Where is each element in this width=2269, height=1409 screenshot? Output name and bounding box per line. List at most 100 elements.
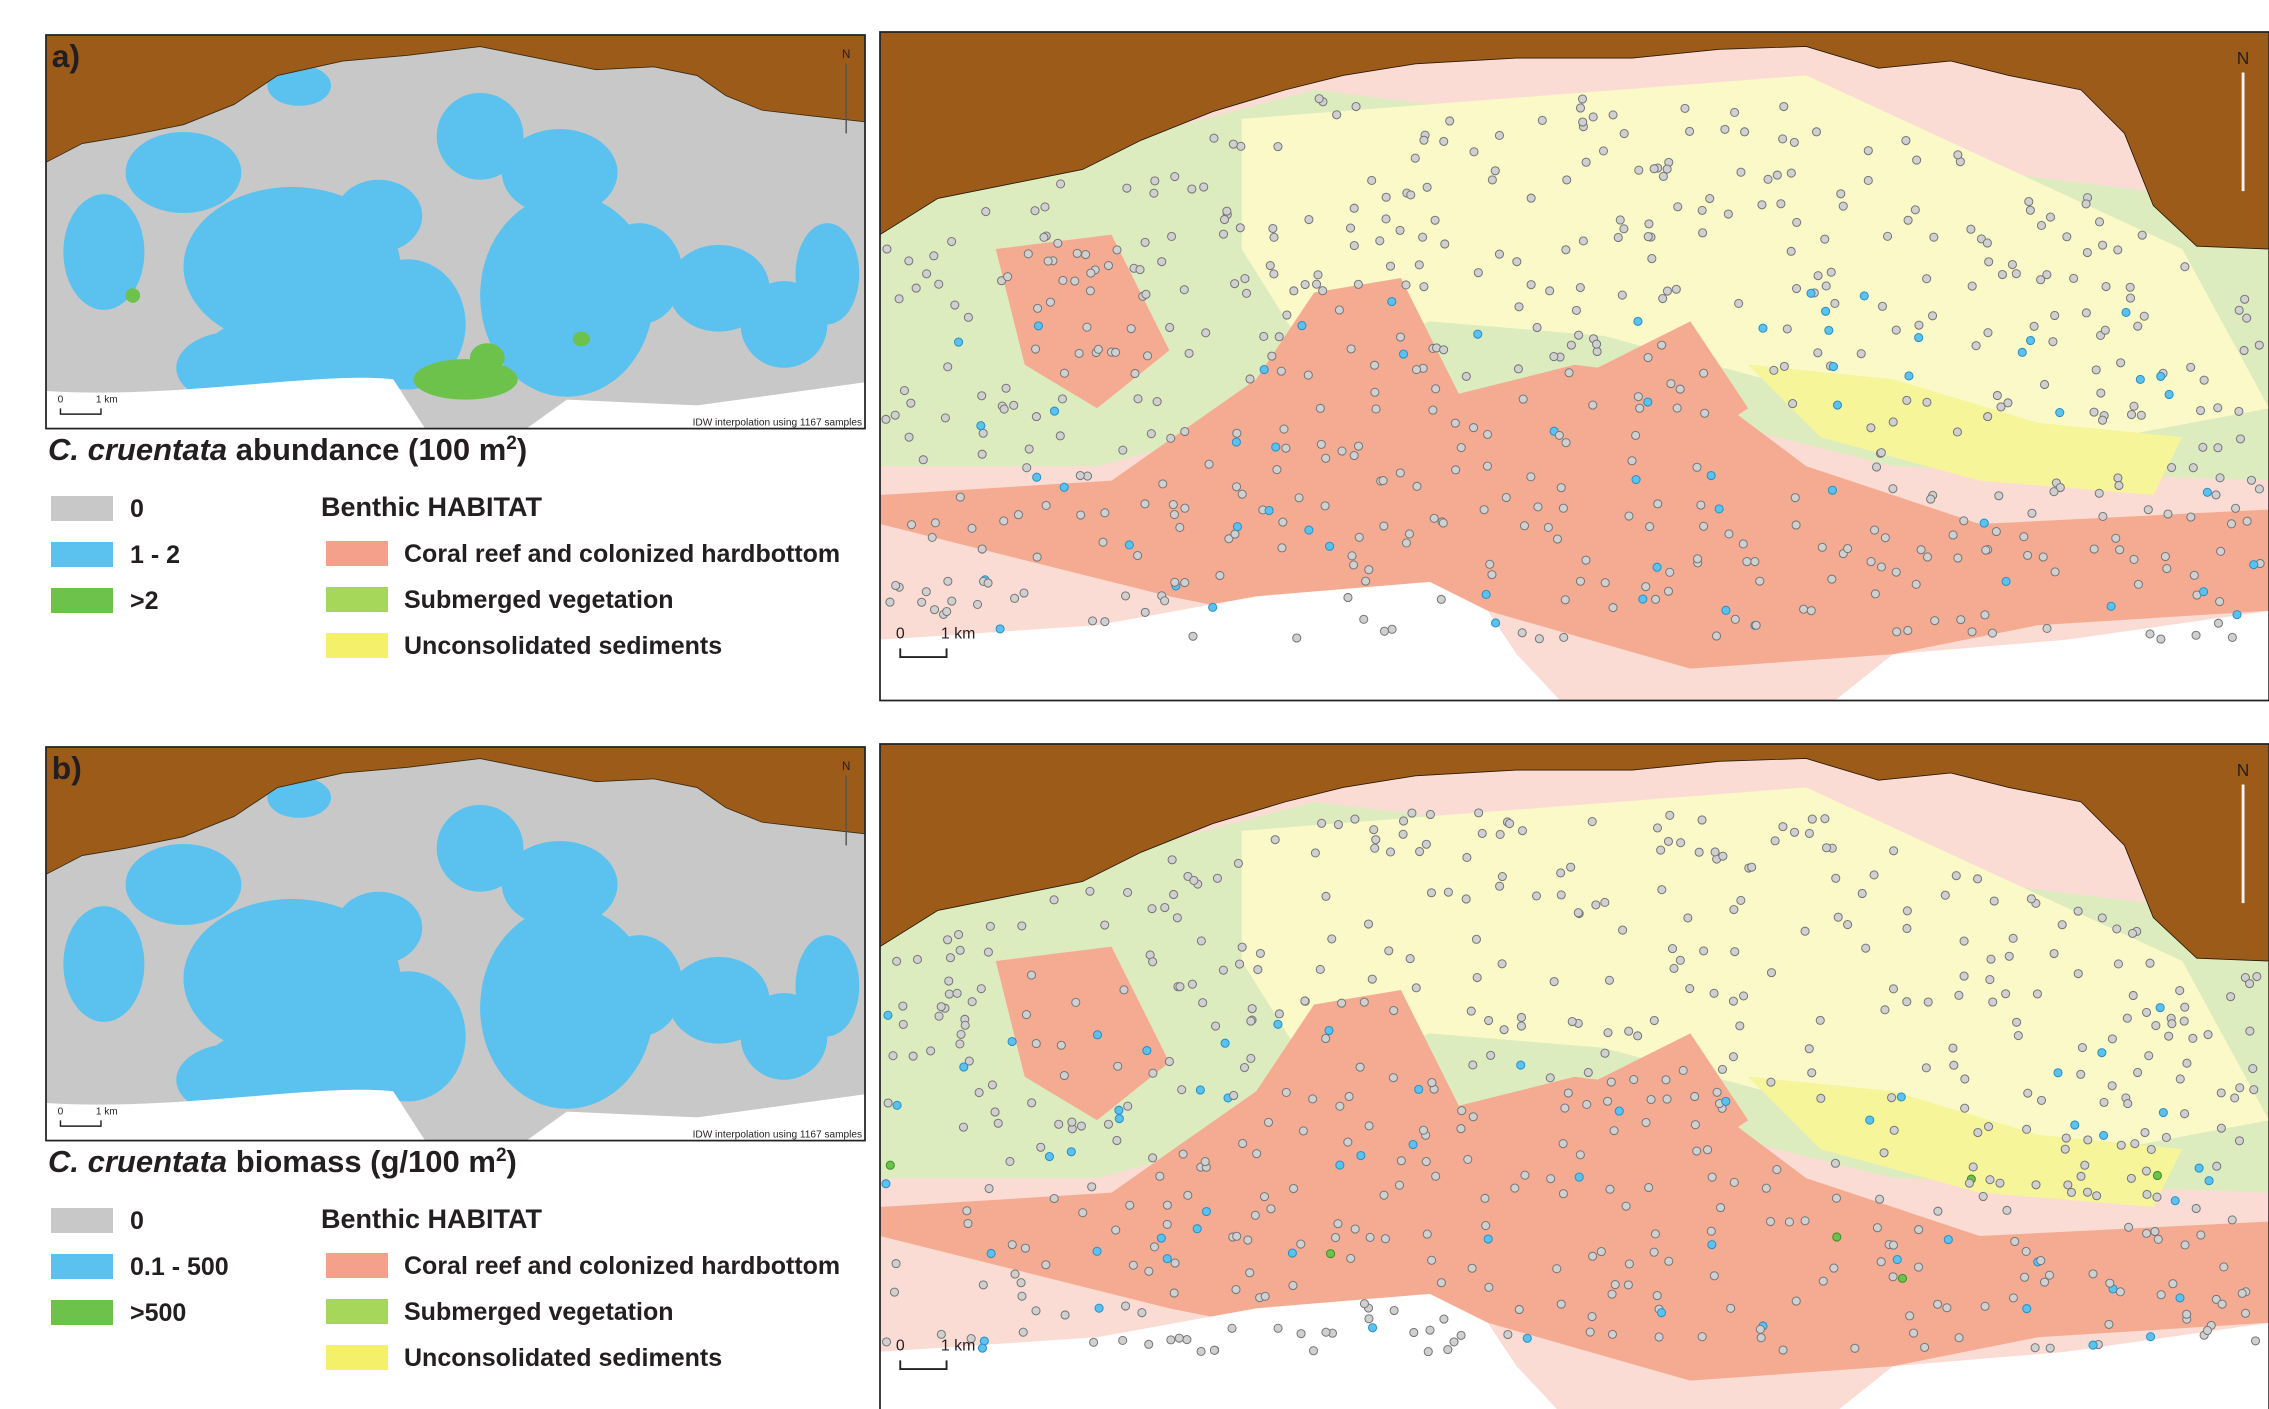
sample-point	[894, 294, 904, 304]
sample-point	[1735, 1021, 1745, 1031]
sample-point	[888, 1051, 898, 1061]
sample-point	[1060, 1310, 1070, 1320]
sample-point	[1384, 946, 1394, 956]
sample-point	[2175, 986, 2185, 996]
sample-point	[1169, 1288, 1179, 1298]
north-label: N	[842, 49, 850, 61]
sample-point	[1103, 1119, 1114, 1129]
sample-point	[1346, 344, 1356, 354]
sample-point	[977, 1343, 988, 1353]
sample-point	[2156, 1290, 2166, 1300]
sample-point	[904, 256, 914, 266]
sample-point	[1273, 142, 1283, 152]
sample-point	[1443, 887, 1453, 897]
sample-point	[1531, 891, 1542, 901]
legend-swatch	[326, 1345, 388, 1370]
sample-point	[2126, 1173, 2136, 1183]
sample-point	[1467, 1263, 1477, 1273]
sample-point	[1494, 249, 1505, 259]
sample-point	[1897, 1273, 1908, 1283]
sample-point	[2195, 405, 2206, 416]
sample-point	[1720, 124, 1730, 134]
sample-point	[1201, 1206, 1212, 1217]
sample-point	[1549, 977, 1559, 987]
sample-point	[993, 1118, 1003, 1128]
sample-point	[976, 421, 986, 431]
sample-point	[1419, 282, 1429, 292]
sample-point	[2180, 262, 2190, 272]
sample-point	[1149, 188, 1159, 198]
sample-point	[1141, 289, 1151, 299]
sample-point	[2186, 512, 2196, 522]
sample-point	[1103, 260, 1114, 271]
sample-point	[1788, 399, 1798, 409]
sample-point	[1807, 814, 1817, 824]
sample-point	[2107, 1081, 2117, 1091]
sample-point	[1430, 215, 1440, 225]
sample-point	[1949, 1060, 1959, 1070]
sample-point	[1349, 241, 1359, 251]
sample-point	[2227, 632, 2237, 642]
sample-point	[2092, 1191, 2102, 1201]
class-area	[595, 223, 683, 325]
sample-point	[2044, 1270, 2055, 1280]
sample-point	[1164, 1056, 1174, 1067]
sample-point	[1501, 492, 1511, 503]
scale-label: 0	[58, 1107, 64, 1118]
sample-point	[1325, 541, 1335, 551]
sample-point	[1125, 1200, 1135, 1210]
sample-point	[1114, 1114, 1124, 1124]
sample-point	[1033, 303, 1043, 313]
sample-point	[1546, 1174, 1556, 1184]
map-frame	[45, 34, 866, 430]
sample-point	[1170, 171, 1180, 182]
sample-point	[1633, 316, 1643, 326]
sample-point	[2098, 240, 2108, 250]
sample-point	[2129, 554, 2139, 564]
sample-point	[1263, 1117, 1274, 1127]
scale-bar	[59, 408, 102, 415]
sample-point	[1427, 1255, 1437, 1265]
sample-point	[1888, 984, 1899, 994]
sample-point	[1776, 199, 1786, 209]
sample-point	[1098, 537, 1108, 547]
sample-point	[1142, 351, 1153, 361]
sample-point	[1607, 1329, 1618, 1339]
sample-point	[1575, 576, 1586, 586]
sample-point	[955, 945, 965, 955]
sample-point	[2088, 1340, 2098, 1350]
sample-point	[1111, 1225, 1121, 1235]
interpolation-map: a) N 0 1 km IDW interpolation using 1167 sam…	[45, 34, 866, 430]
sample-point	[1692, 554, 1703, 564]
sample-point	[911, 283, 921, 293]
sample-point	[1621, 1201, 1631, 1211]
class-area	[63, 906, 145, 1022]
sample-point	[1162, 1200, 1172, 1210]
sample-point	[1680, 103, 1690, 113]
sample-point	[1056, 179, 1066, 189]
sample-point	[904, 432, 914, 442]
sample-point	[1911, 579, 1921, 589]
sample-point	[1232, 1231, 1242, 1241]
sample-point	[1201, 328, 1211, 338]
sample-point	[1888, 1240, 1899, 1250]
sample-point	[1120, 591, 1131, 601]
sample-point	[2007, 259, 2017, 270]
sample-point	[1892, 627, 1902, 637]
sample-point	[2216, 1123, 2226, 1133]
title-suffix: )	[517, 432, 527, 467]
sample-point	[1829, 1263, 1839, 1273]
sample-point	[1070, 276, 1080, 286]
sample-point	[1567, 1016, 1577, 1027]
sample-point	[1255, 948, 1265, 958]
sample-point	[1218, 965, 1228, 975]
sample-point	[1418, 1125, 1429, 1135]
sample-point	[2021, 1246, 2031, 1257]
sample-point	[1457, 1106, 1467, 1116]
sample-point	[1850, 1343, 1860, 1353]
sample-point	[2240, 1308, 2251, 1318]
sample-point	[1074, 348, 1084, 358]
sample-point	[1790, 493, 1800, 503]
sample-point	[1902, 395, 1912, 405]
sample-point	[2080, 1160, 2090, 1170]
